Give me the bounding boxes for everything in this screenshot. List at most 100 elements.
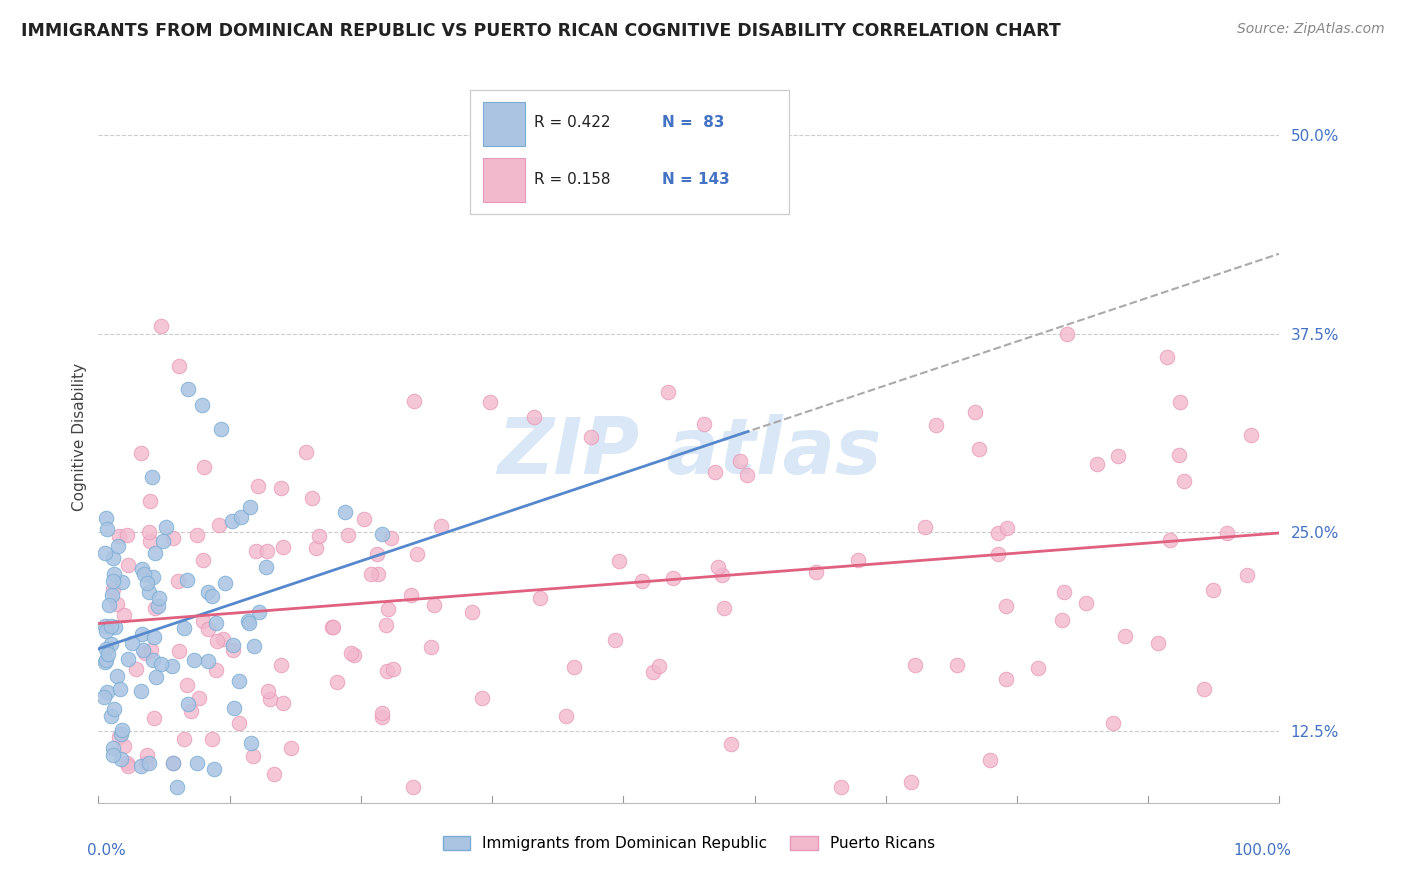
Point xyxy=(326,674,349,689)
Point xyxy=(904,657,927,672)
Point xyxy=(1052,613,1074,627)
Y-axis label: Cognitive Disability: Cognitive Disability xyxy=(72,363,87,511)
Point xyxy=(236,614,259,628)
Point xyxy=(129,758,152,772)
Point xyxy=(97,647,120,661)
Point xyxy=(308,528,330,542)
Point xyxy=(280,741,302,756)
Point xyxy=(162,756,184,770)
Point xyxy=(180,704,202,718)
Point xyxy=(131,446,153,460)
Point xyxy=(337,527,360,541)
Point xyxy=(115,756,138,770)
Point xyxy=(167,574,190,589)
Point xyxy=(167,644,190,658)
Point xyxy=(93,690,115,704)
Point xyxy=(112,607,135,622)
Point xyxy=(806,565,828,579)
Point xyxy=(353,512,375,526)
Point xyxy=(643,665,665,680)
Point xyxy=(101,747,124,762)
Point xyxy=(136,748,159,763)
Point xyxy=(607,554,630,568)
Point xyxy=(1156,351,1178,365)
Point xyxy=(728,454,751,468)
Point xyxy=(1107,449,1129,463)
Point xyxy=(374,618,396,632)
Point xyxy=(380,531,402,545)
Point xyxy=(103,574,125,588)
Point xyxy=(1202,582,1225,597)
Point xyxy=(605,632,627,647)
Point xyxy=(110,752,132,766)
Point xyxy=(131,627,153,641)
Point xyxy=(103,619,125,633)
Point xyxy=(965,405,987,419)
Point xyxy=(197,654,219,668)
Point xyxy=(713,601,735,615)
Point xyxy=(117,652,139,666)
Point xyxy=(207,634,229,648)
Point xyxy=(1147,636,1170,650)
Point xyxy=(176,677,198,691)
Point xyxy=(100,637,122,651)
Point xyxy=(100,619,122,633)
Point xyxy=(366,548,388,562)
Point xyxy=(188,691,211,706)
Point xyxy=(979,753,1001,767)
Point xyxy=(647,659,669,673)
Point xyxy=(94,624,117,638)
Point xyxy=(221,514,243,528)
Text: Source: ZipAtlas.com: Source: ZipAtlas.com xyxy=(1237,22,1385,37)
Point xyxy=(1168,394,1191,409)
Point xyxy=(100,588,122,602)
Point xyxy=(371,710,394,724)
Point xyxy=(101,740,124,755)
Point xyxy=(242,748,264,763)
Point xyxy=(202,762,225,776)
Point xyxy=(150,318,173,333)
Point xyxy=(162,532,184,546)
Point xyxy=(238,615,260,630)
Point xyxy=(148,599,170,613)
Point xyxy=(846,552,869,566)
Point xyxy=(201,589,224,603)
Point xyxy=(256,544,278,558)
Point xyxy=(1173,474,1195,488)
Point xyxy=(105,598,128,612)
Point xyxy=(1159,533,1181,548)
Point xyxy=(155,520,177,534)
Point xyxy=(142,653,165,667)
Point xyxy=(110,574,132,589)
Point xyxy=(555,709,578,723)
Point xyxy=(461,605,484,619)
Point xyxy=(167,359,190,373)
Point xyxy=(96,685,118,699)
Point xyxy=(529,591,551,605)
Point xyxy=(141,470,163,484)
Point xyxy=(132,566,155,581)
Point xyxy=(1052,584,1074,599)
Point xyxy=(271,541,294,555)
Point xyxy=(657,384,679,399)
Point xyxy=(402,394,425,409)
Point xyxy=(333,505,356,519)
Point xyxy=(1240,428,1263,442)
Point xyxy=(135,576,157,591)
Point xyxy=(247,605,270,619)
Point xyxy=(176,573,198,587)
Point xyxy=(381,662,404,676)
Point xyxy=(173,732,195,747)
Point xyxy=(259,692,281,706)
Point xyxy=(1056,326,1078,341)
Point xyxy=(925,418,948,433)
Point xyxy=(112,739,135,753)
Point xyxy=(830,780,852,794)
Point xyxy=(197,622,219,636)
Point xyxy=(94,511,117,525)
Point xyxy=(222,700,245,714)
Point xyxy=(201,732,224,747)
Point xyxy=(692,417,714,431)
Point xyxy=(152,533,174,548)
Point xyxy=(162,756,184,770)
